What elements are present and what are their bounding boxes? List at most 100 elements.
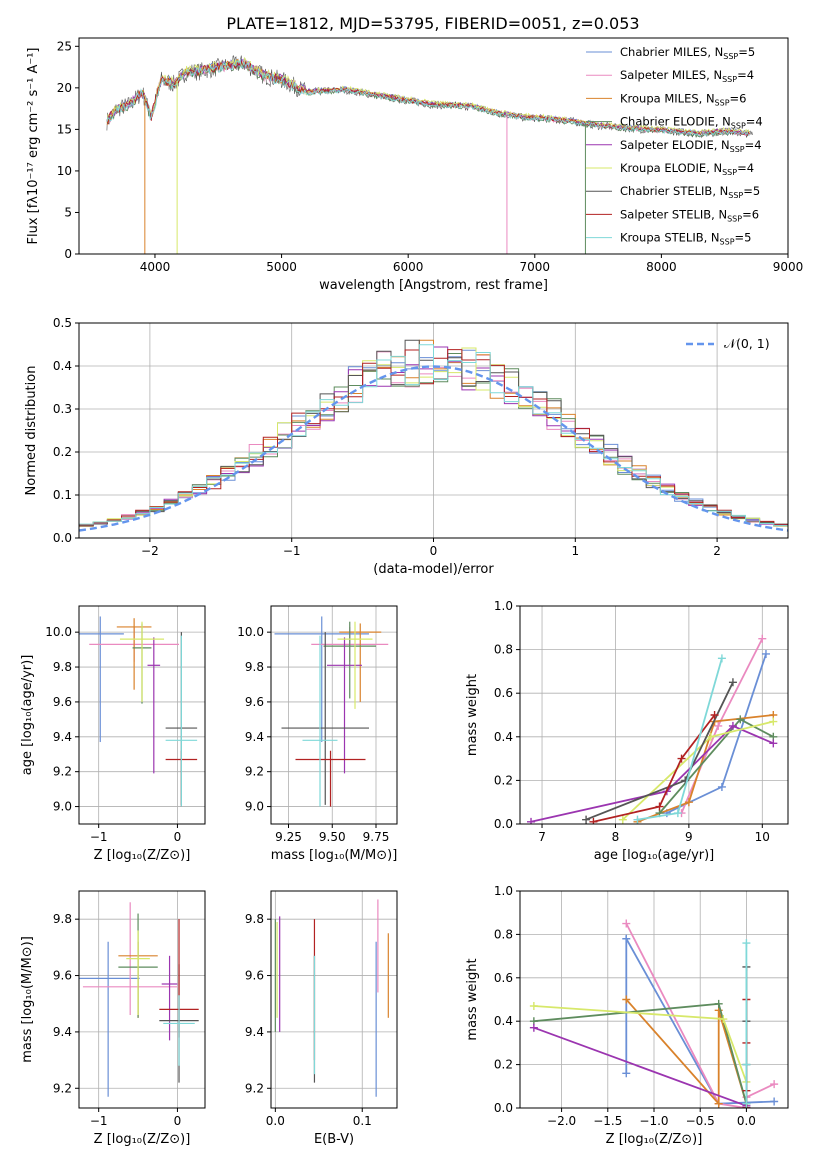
data-marker (736, 715, 745, 724)
data-marker (728, 678, 737, 687)
y-tick-label: 0.4 (494, 1014, 513, 1028)
y-tick-label: 9.6 (53, 695, 72, 709)
plot-area (79, 902, 199, 1097)
plot-area (274, 899, 389, 1097)
y-tick-label: 0.5 (53, 316, 72, 330)
legend-label: Chabrier STELIB, NSSP=5 (620, 184, 760, 200)
x-tick-label: −1 (283, 544, 301, 558)
x-tick-label: 8000 (646, 260, 677, 274)
spectrum-line (106, 58, 750, 137)
plot-frame (270, 605, 398, 825)
plot-frame (78, 322, 789, 539)
x-axis-label: Z [log₁₀(Z/Z⊙)] (606, 1132, 703, 1147)
data-marker (582, 815, 591, 824)
plot-area (527, 634, 778, 824)
plot-area (106, 55, 753, 254)
y-tick-label: 9.4 (53, 730, 72, 744)
x-tick-label: 7 (538, 830, 546, 844)
y-tick-label: 15 (57, 122, 72, 136)
y-tick-label: 0.2 (494, 1058, 513, 1072)
data-marker (529, 1002, 538, 1011)
y-tick-label: 9.8 (245, 912, 264, 926)
data-marker (717, 654, 726, 663)
y-tick-label: 10.0 (237, 625, 264, 639)
y-tick-label: 1.0 (494, 599, 513, 613)
legend-label: Chabrier MILES, NSSP=5 (620, 45, 755, 61)
plot-frame (270, 890, 398, 1109)
data-marker (769, 739, 778, 748)
data-marker (589, 817, 598, 824)
x-tick-label: −1.5 (593, 1114, 622, 1128)
plot-frame (78, 890, 206, 1109)
mass-weight-line (530, 724, 774, 823)
x-tick-label: 4000 (140, 260, 171, 274)
data-marker (622, 919, 631, 928)
y-axis-label: Normed distribution (24, 366, 39, 496)
data-marker (677, 754, 686, 763)
plot-frame (78, 605, 206, 825)
mass-weight-line (658, 718, 774, 814)
data-marker (742, 939, 751, 948)
data-marker (719, 1015, 728, 1024)
y-tick-label: 0.2 (494, 773, 513, 787)
x-tick-label: 9 (685, 830, 693, 844)
data-marker (706, 732, 715, 741)
data-marker (714, 999, 723, 1008)
legend-label: Kroupa MILES, NSSP=6 (620, 91, 746, 107)
legend-label: 𝒩(0, 1) (724, 336, 770, 351)
data-marker (714, 721, 723, 730)
data-marker (618, 815, 627, 824)
mass-weight-line (585, 681, 734, 821)
data-marker (758, 634, 767, 643)
y-tick-label: 0.6 (494, 971, 513, 985)
mass-vs-extinction-plot: 0.0 0.1 9.2 9.4 9.6 9.8 E(B-V) (245, 890, 398, 1147)
x-tick-label: 0.0 (737, 1114, 756, 1128)
plot-area (79, 339, 788, 532)
x-tick-label: 9000 (773, 260, 804, 274)
x-tick-label: 8 (612, 830, 620, 844)
y-tick-label: 0.0 (53, 531, 72, 545)
x-tick-label: −2 (141, 544, 159, 558)
data-marker (761, 649, 770, 658)
data-marker (770, 1080, 779, 1089)
plot-frame (78, 37, 789, 255)
data-marker (769, 717, 778, 726)
x-axis-label: wavelength [Angstrom, rest frame] (319, 278, 548, 293)
legend-label: Salpeter STELIB, NSSP=6 (620, 207, 759, 223)
y-tick-label: 20 (57, 81, 72, 95)
y-tick-label: 0.4 (494, 730, 513, 744)
y-tick-label: 0.8 (494, 927, 513, 941)
legend-label: Kroupa ELODIE, NSSP=4 (620, 161, 754, 177)
data-marker (728, 721, 737, 730)
x-tick-label: 9.75 (363, 830, 390, 844)
x-tick-label: −1.0 (639, 1114, 668, 1128)
mass-weight-line (637, 714, 774, 823)
y-tick-label: 0.0 (494, 1101, 513, 1115)
gaussian-curve (79, 365, 788, 532)
y-tick-label: 9.2 (53, 765, 72, 779)
x-tick-label: 6000 (393, 260, 424, 274)
legend-label: Kroupa STELIB, NSSP=5 (620, 231, 751, 247)
data-marker (529, 1023, 538, 1032)
legend-label: Salpeter ELODIE, NSSP=4 (620, 138, 762, 154)
y-axis-label: mass [log₁₀(M/M⊙)] (20, 936, 35, 1063)
age-vs-mass-plot: 9.25 9.50 9.75 9.0 9.2 9.4 9.6 9.8 10.0 mass [log… (237, 605, 398, 863)
x-axis-label: age [log₁₀(age/yr)] (594, 848, 715, 863)
plot-frame (519, 890, 789, 1109)
x-axis-label: mass [log₁₀(M/M⊙)] (271, 848, 398, 863)
x-axis-label: E(B-V) (314, 1132, 354, 1147)
x-tick-label: 2 (713, 544, 721, 558)
y-axis-label: age [log₁₀(age/yr)] (20, 655, 35, 776)
data-marker (622, 1069, 631, 1078)
y-tick-label: 10.0 (45, 625, 72, 639)
data-marker (770, 1097, 779, 1106)
y-tick-label: 9.4 (245, 1025, 264, 1039)
data-marker (710, 711, 719, 719)
x-tick-label: 5000 (266, 260, 297, 274)
plot-frame (519, 605, 789, 825)
y-tick-label: 0.4 (53, 359, 72, 373)
mass-weight-line (625, 998, 748, 1107)
x-tick-label: 10 (755, 830, 770, 844)
x-tick-label: 1 (571, 544, 579, 558)
x-tick-label: −1 (90, 830, 108, 844)
